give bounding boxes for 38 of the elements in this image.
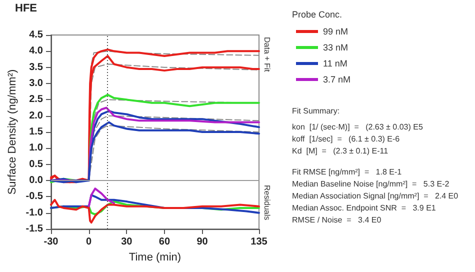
x-axis-title: Time (min) bbox=[128, 251, 182, 264]
y-axis-title: Surface Density (ng/mm²) bbox=[6, 69, 18, 195]
text: Residuals bbox=[262, 185, 272, 220]
text: RMSE / Noise = 3.4 E0 bbox=[292, 216, 382, 224]
y-tick-label: 3.5 bbox=[29, 62, 44, 73]
y-tick-label: 1.0 bbox=[29, 142, 44, 154]
text: Median Baseline Noise [ng/mm²] = 5.3 E-2 bbox=[292, 180, 450, 188]
y-tick-label: -0.5 bbox=[26, 191, 44, 202]
y-tick-label: 4.0 bbox=[29, 46, 44, 57]
y-tick-label: 0.0 bbox=[29, 175, 44, 186]
x-tick-label: 0 bbox=[86, 236, 92, 248]
y-tick-label: 2.0 bbox=[29, 110, 44, 122]
x-tick-label: 60 bbox=[158, 236, 170, 248]
y-tick-label: -1.0 bbox=[26, 207, 44, 218]
legend-label: 11 nM bbox=[323, 58, 348, 68]
y-tick-label: 2.5 bbox=[29, 94, 44, 106]
text: kon [1/ (sec·M)] = (2.63 ± 0.03) E5 bbox=[292, 122, 424, 132]
y-tick-label: 0.5 bbox=[29, 158, 44, 170]
y-tick-label: -1.5 bbox=[26, 224, 44, 234]
legend-label: 33 nM bbox=[323, 42, 348, 52]
text: Median Association Signal [ng/mm²] = 2.4 E0 bbox=[292, 192, 459, 200]
text: koff [1/sec] = (6.1 ± 0.3) E-6 bbox=[292, 134, 400, 144]
legend-label: 3.7 nM bbox=[323, 74, 351, 84]
legend-title: Probe Conc. bbox=[292, 10, 342, 20]
x-tick-label: 90 bbox=[196, 236, 208, 248]
text: Median Assoc. Endpoint SNR = 3.9 E1 bbox=[292, 204, 436, 212]
text: Kd [M] = (2.3 ± 0.1) E-11 bbox=[292, 146, 389, 156]
legend-label: 99 nM bbox=[323, 26, 348, 36]
x-tick-label: -30 bbox=[44, 236, 59, 248]
x-tick-label: 135 bbox=[250, 236, 268, 248]
text: Fit Summary: bbox=[292, 106, 340, 116]
y-tick-label: 4.5 bbox=[29, 30, 44, 40]
x-tick-label: 30 bbox=[121, 236, 133, 248]
y-tick-label: 3.0 bbox=[29, 78, 44, 89]
chart-title: HFE bbox=[15, 2, 37, 14]
text: Data + Fit bbox=[262, 37, 272, 73]
y-tick-label: 1.5 bbox=[29, 126, 44, 138]
text: Fit RMSE [ng/mm²] = 1.8 E-1 bbox=[292, 168, 402, 176]
